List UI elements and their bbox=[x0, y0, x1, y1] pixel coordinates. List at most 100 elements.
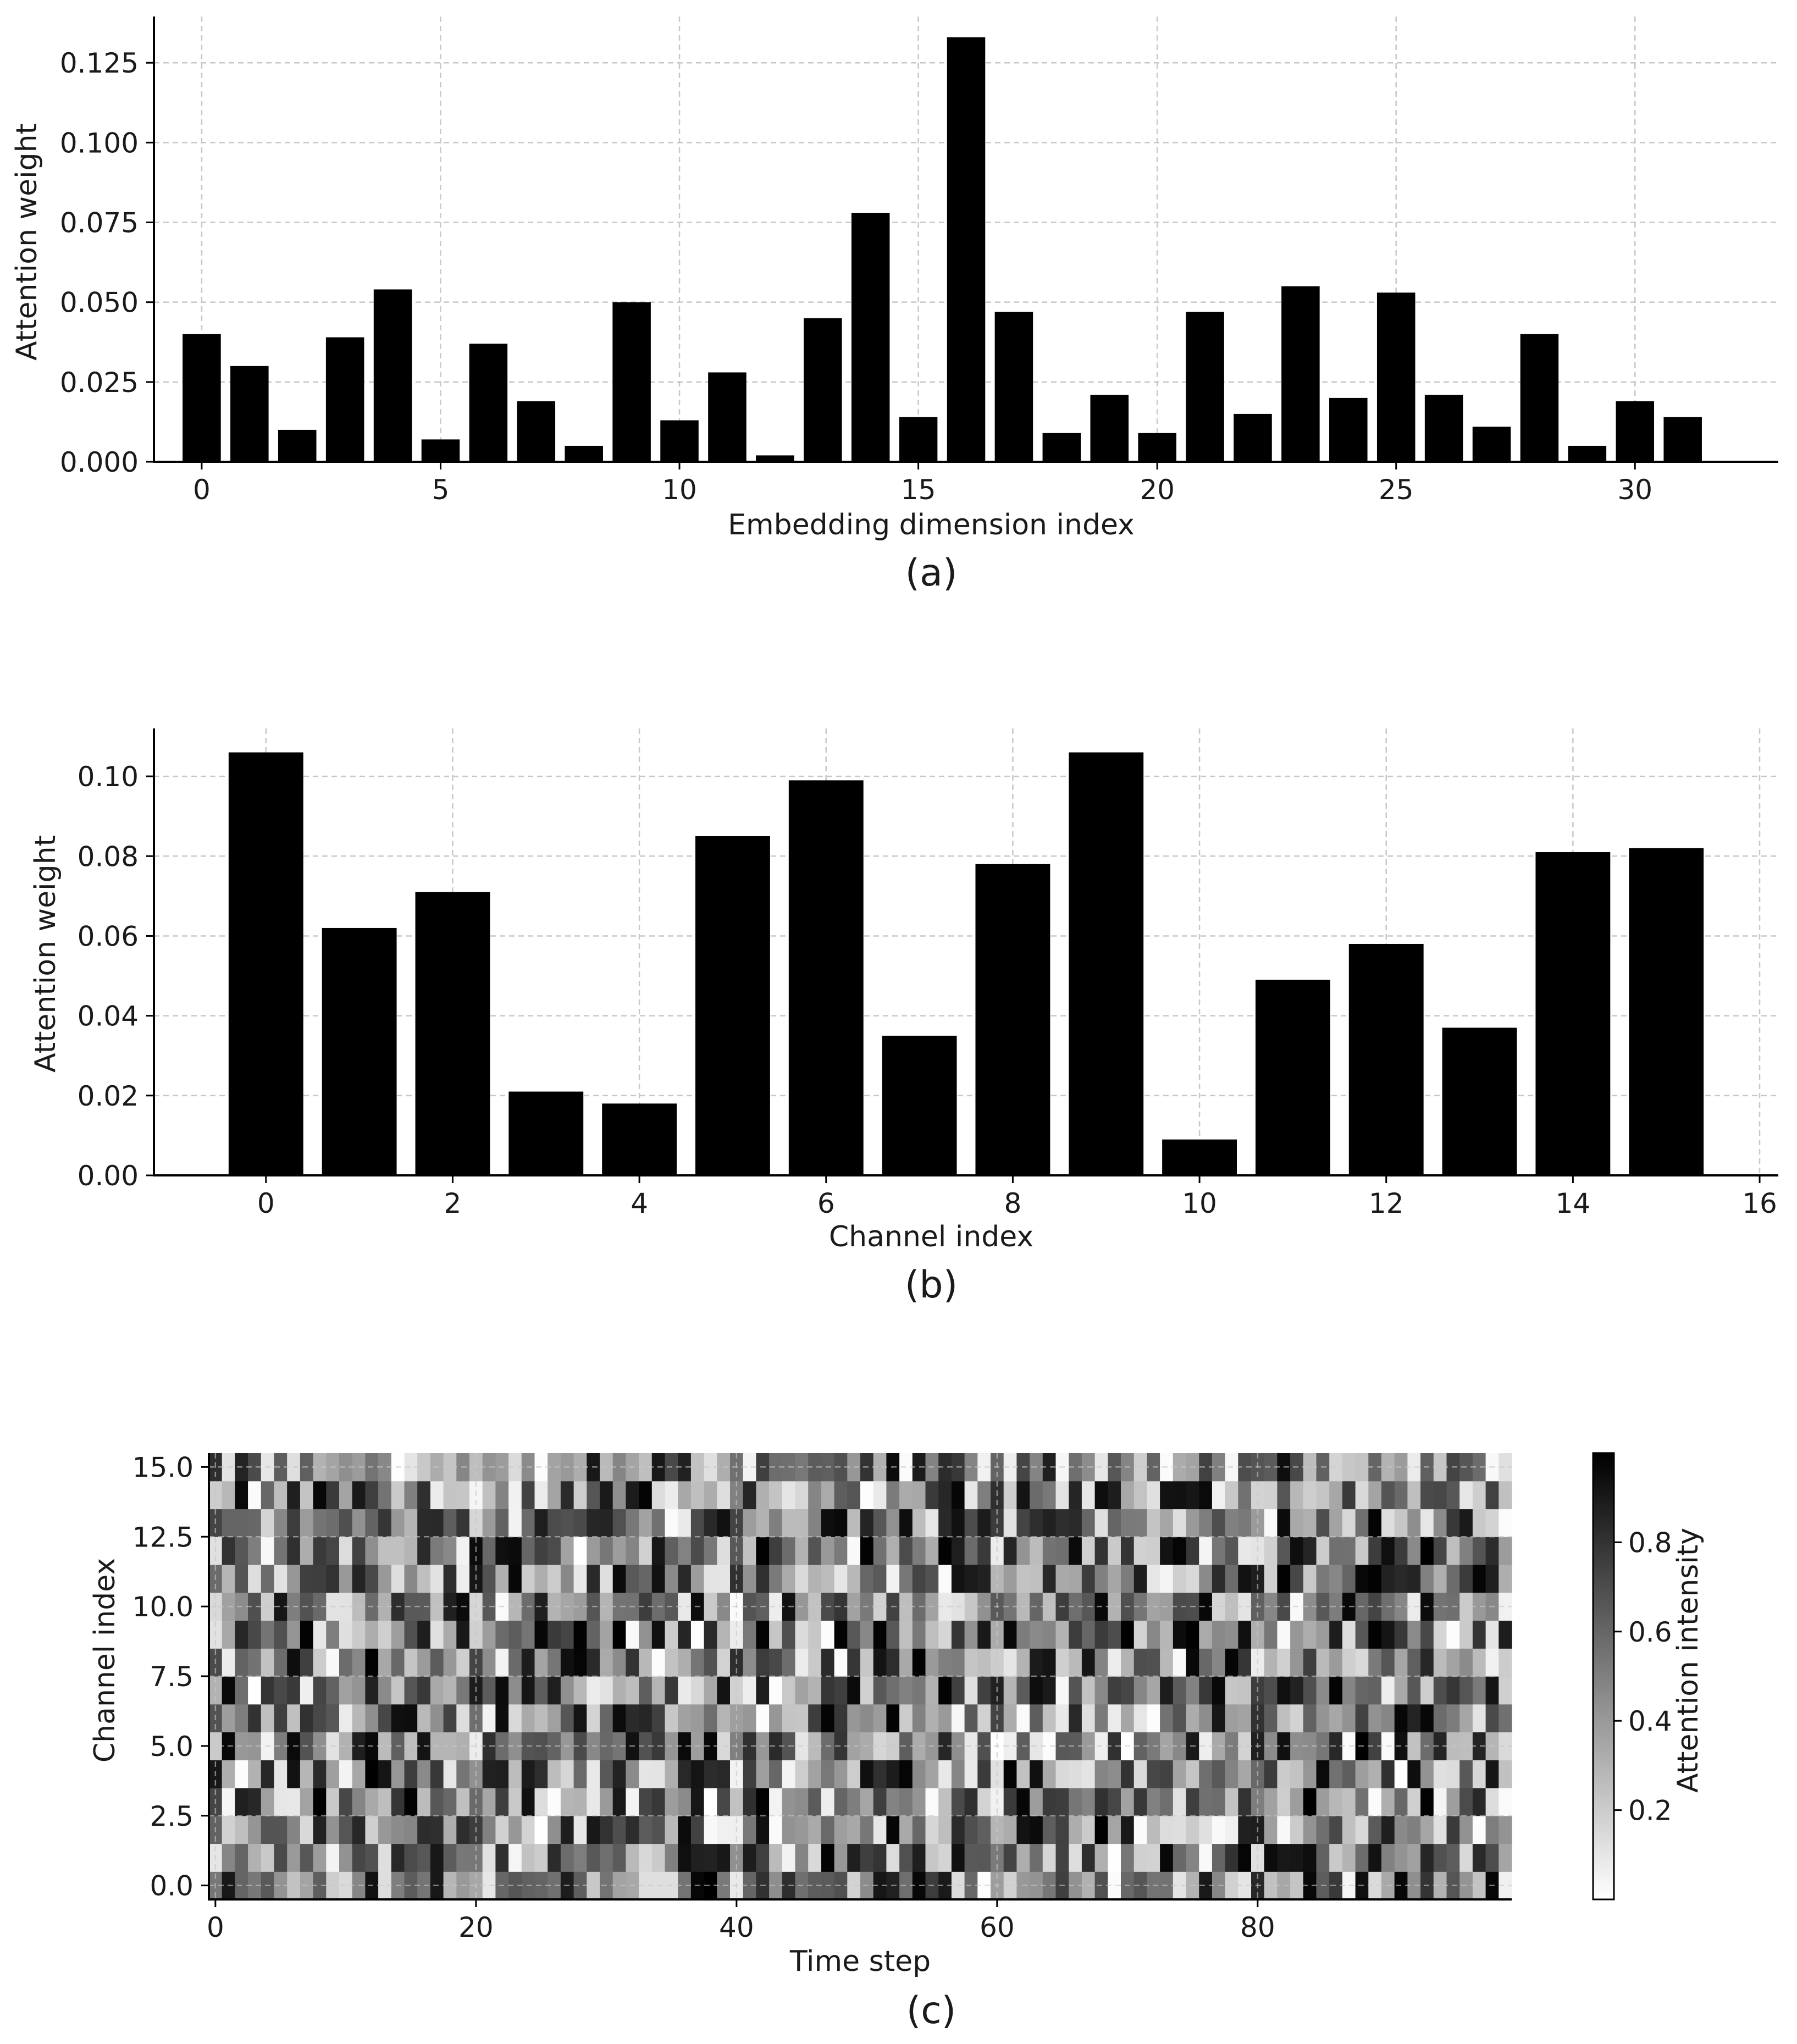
heatmap-cell bbox=[1407, 1843, 1421, 1872]
heatmap-cell bbox=[1303, 1788, 1317, 1816]
heatmap-cell bbox=[678, 1648, 692, 1677]
heatmap-cell bbox=[756, 1537, 770, 1565]
heatmap-cell bbox=[1003, 1815, 1017, 1844]
heatmap-cell bbox=[1407, 1648, 1421, 1677]
heatmap-cell bbox=[391, 1480, 405, 1510]
heatmap-cell bbox=[1147, 1480, 1160, 1510]
heatmap-cell bbox=[1055, 1620, 1069, 1649]
heatmap-cell bbox=[391, 1565, 405, 1593]
heatmap-cell bbox=[678, 1676, 692, 1705]
heatmap-cell bbox=[534, 1676, 548, 1705]
heatmap-cell bbox=[1485, 1676, 1499, 1705]
heatmap-cell bbox=[430, 1620, 444, 1649]
heatmap-cell bbox=[1420, 1620, 1434, 1649]
heatmap-cell bbox=[1264, 1648, 1278, 1677]
heatmap-cell bbox=[1094, 1620, 1108, 1649]
heatmap-cell bbox=[482, 1480, 496, 1510]
heatmap-cell bbox=[626, 1537, 639, 1565]
heatmap-cell bbox=[352, 1509, 366, 1537]
heatmap-cell bbox=[1499, 1788, 1512, 1816]
heatmap-cell bbox=[1094, 1565, 1108, 1593]
heatmap-cell bbox=[626, 1565, 639, 1593]
heatmap-cell bbox=[430, 1704, 444, 1733]
heatmap-cell bbox=[1016, 1537, 1030, 1565]
heatmap-cell bbox=[690, 1509, 705, 1537]
heatmap-cell bbox=[365, 1648, 379, 1677]
heatmap-cell bbox=[600, 1537, 613, 1565]
heatmap-cell bbox=[326, 1843, 340, 1872]
heatmap-cell bbox=[626, 1480, 639, 1510]
heatmap-cell bbox=[1446, 1788, 1460, 1816]
heatmap-cell bbox=[222, 1843, 235, 1872]
a-y-tick-label: 0.100 bbox=[60, 127, 139, 159]
heatmap-cell bbox=[977, 1760, 991, 1788]
heatmap-cell bbox=[352, 1537, 366, 1565]
heatmap-cell bbox=[1407, 1815, 1421, 1844]
heatmap-cell bbox=[665, 1480, 678, 1510]
heatmap-cell bbox=[743, 1565, 756, 1593]
heatmap-cell bbox=[1446, 1704, 1460, 1733]
heatmap-cell bbox=[443, 1509, 457, 1537]
heatmap-cell bbox=[1042, 1509, 1057, 1537]
heatmap-cell bbox=[977, 1788, 991, 1816]
heatmap-cell bbox=[1433, 1788, 1447, 1816]
heatmap-cell bbox=[977, 1537, 991, 1565]
heatmap-cell bbox=[769, 1704, 783, 1733]
heatmap-cell bbox=[912, 1760, 926, 1788]
heatmap-cell bbox=[1407, 1620, 1421, 1649]
heatmap-cell bbox=[1016, 1704, 1030, 1733]
heatmap-cell bbox=[1160, 1509, 1174, 1537]
heatmap-cell bbox=[1042, 1480, 1057, 1510]
heatmap-cell bbox=[1303, 1676, 1317, 1705]
heatmap-cell bbox=[847, 1788, 861, 1816]
heatmap-cell bbox=[912, 1537, 926, 1565]
heatmap-cell bbox=[482, 1537, 496, 1565]
heatmap-cell bbox=[326, 1676, 340, 1705]
heatmap-cell bbox=[1173, 1676, 1187, 1705]
heatmap-cell bbox=[560, 1480, 574, 1510]
heatmap-cell bbox=[1264, 1704, 1278, 1733]
heatmap-cell bbox=[1225, 1815, 1238, 1844]
a-bar bbox=[612, 302, 651, 462]
heatmap-cell bbox=[678, 1620, 692, 1649]
c-y-tick-label: 15.0 bbox=[132, 1451, 193, 1483]
heatmap-cell bbox=[365, 1760, 379, 1788]
heatmap-cell bbox=[1394, 1676, 1408, 1705]
heatmap-cell bbox=[1303, 1843, 1317, 1872]
heatmap-cell bbox=[339, 1509, 353, 1537]
heatmap-cell bbox=[1121, 1509, 1135, 1537]
heatmap-cell bbox=[769, 1620, 783, 1649]
heatmap-cell bbox=[1394, 1815, 1408, 1844]
heatmap-cell bbox=[873, 1843, 887, 1872]
heatmap-cell bbox=[1108, 1843, 1121, 1872]
heatmap-cell bbox=[1238, 1843, 1252, 1872]
heatmap-cell bbox=[782, 1565, 796, 1593]
heatmap-cell bbox=[690, 1676, 705, 1705]
heatmap-cell bbox=[1055, 1843, 1069, 1872]
c-y-tick-label: 7.5 bbox=[150, 1661, 193, 1693]
panel-a-bars bbox=[183, 37, 1702, 462]
heatmap-cell bbox=[1238, 1565, 1252, 1593]
heatmap-cell bbox=[1394, 1509, 1408, 1537]
b-y-tick-label: 0.08 bbox=[78, 841, 139, 872]
heatmap-cell bbox=[1094, 1843, 1108, 1872]
heatmap-cell bbox=[1134, 1676, 1147, 1705]
heatmap-cell bbox=[1055, 1704, 1069, 1733]
heatmap-cell bbox=[860, 1537, 874, 1565]
heatmap-cell bbox=[573, 1704, 587, 1733]
heatmap-cell bbox=[795, 1537, 809, 1565]
heatmap-cell bbox=[912, 1565, 926, 1593]
a-bar bbox=[1568, 445, 1607, 462]
heatmap-cell bbox=[1108, 1760, 1121, 1788]
heatmap-cell bbox=[548, 1509, 561, 1537]
heatmap-cell bbox=[1225, 1620, 1238, 1649]
b-bar bbox=[1442, 1027, 1517, 1175]
heatmap-cell bbox=[977, 1565, 991, 1593]
heatmap-cell bbox=[430, 1815, 444, 1844]
heatmap-cell bbox=[443, 1620, 457, 1649]
heatmap-cell bbox=[1199, 1620, 1213, 1649]
heatmap-cell bbox=[1108, 1620, 1121, 1649]
heatmap-cell bbox=[222, 1760, 235, 1788]
heatmap-cell bbox=[977, 1620, 991, 1649]
heatmap-cell bbox=[1499, 1676, 1512, 1705]
